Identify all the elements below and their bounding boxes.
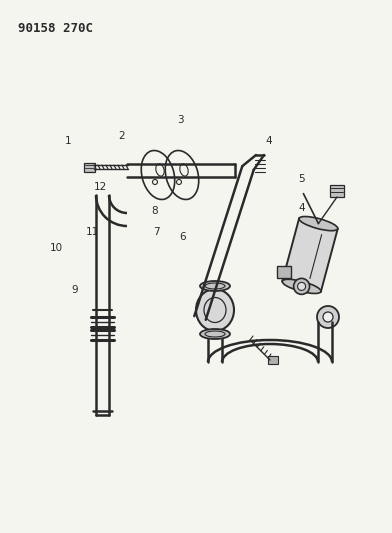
Text: 9: 9: [71, 286, 78, 295]
Text: 8: 8: [152, 206, 158, 215]
Ellipse shape: [317, 306, 339, 328]
Ellipse shape: [196, 289, 234, 331]
Ellipse shape: [298, 282, 306, 290]
Polygon shape: [282, 219, 338, 292]
Ellipse shape: [294, 278, 310, 294]
Ellipse shape: [200, 329, 230, 339]
Ellipse shape: [299, 216, 338, 231]
Text: 1: 1: [65, 136, 72, 146]
FancyBboxPatch shape: [330, 185, 344, 197]
Text: 4: 4: [265, 136, 272, 146]
Text: 4: 4: [299, 203, 305, 213]
Text: 3: 3: [177, 115, 183, 125]
Text: 10: 10: [50, 243, 64, 253]
Text: 90158 270C: 90158 270C: [18, 22, 93, 35]
Text: 11: 11: [85, 227, 99, 237]
FancyBboxPatch shape: [277, 266, 291, 278]
Text: 6: 6: [179, 232, 185, 242]
Ellipse shape: [323, 312, 333, 322]
Text: 2: 2: [118, 131, 125, 141]
Text: 7: 7: [154, 227, 160, 237]
Text: 5: 5: [299, 174, 305, 183]
Text: 12: 12: [93, 182, 107, 191]
FancyBboxPatch shape: [268, 356, 278, 364]
Ellipse shape: [282, 279, 321, 294]
Ellipse shape: [200, 281, 230, 291]
FancyBboxPatch shape: [84, 163, 95, 172]
